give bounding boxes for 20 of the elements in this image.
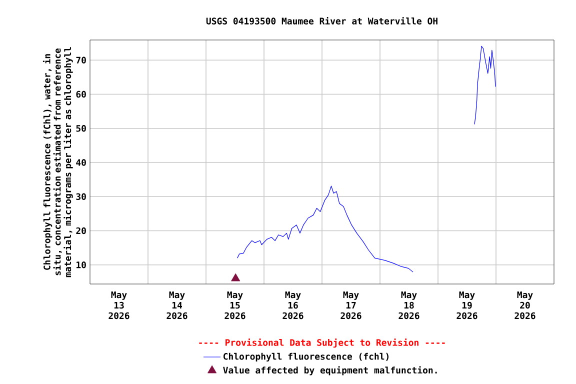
y-tick-label: 70 bbox=[76, 56, 86, 64]
x-tick-label: May 13 2026 bbox=[108, 292, 130, 320]
x-tick-label: May 14 2026 bbox=[166, 292, 188, 320]
legend-label: Chlorophyll fluorescence (fchl) bbox=[224, 352, 388, 362]
text: ---- Provisional Data Subject to Revision ---- bbox=[199, 338, 445, 348]
y-tick-label: 50 bbox=[76, 124, 86, 132]
y-tick-label: 30 bbox=[76, 193, 86, 200]
y-tick-label: 20 bbox=[76, 227, 86, 234]
y-tick-label: 10 bbox=[76, 261, 86, 268]
x-tick-label: May 15 2026 bbox=[224, 292, 246, 320]
y-tick-label: 40 bbox=[76, 159, 86, 166]
x-tick-label: May 17 2026 bbox=[340, 292, 362, 320]
x-tick-label: May 18 2026 bbox=[398, 292, 420, 320]
x-tick-label: May 16 2026 bbox=[282, 292, 304, 320]
x-tick-label: May 20 2026 bbox=[514, 292, 536, 320]
chart-title: USGS 04193500 Maumee River at Waterville OH bbox=[206, 17, 438, 24]
y-tick-label: 60 bbox=[76, 90, 86, 98]
y-axis-title: Chlorophyll fluorescence (fChl), water, in situ, concentration estimated from reference material, micrograms per liter as chlorophyll bbox=[42, 47, 73, 278]
x-tick-label: May 19 2026 bbox=[456, 292, 478, 320]
legend-label: Value affected by equipment malfunction. bbox=[223, 366, 437, 376]
